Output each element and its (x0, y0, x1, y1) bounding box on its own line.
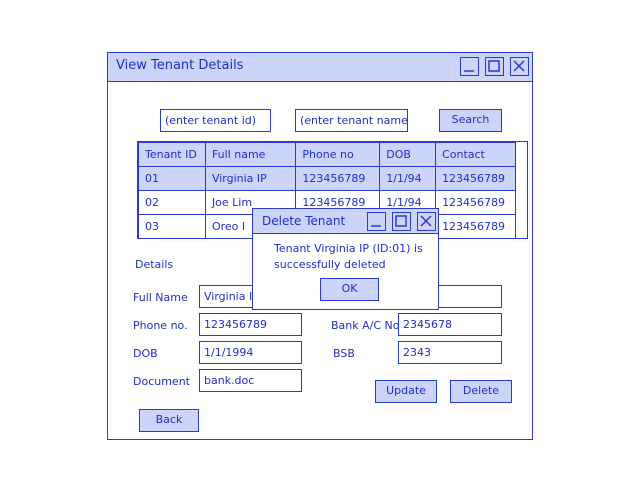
full-name-label: Full Name (133, 291, 188, 304)
table-cell: 1/1/94 (379, 166, 437, 191)
dialog-title: Delete Tenant (262, 214, 346, 228)
back-button[interactable]: Back (139, 409, 199, 432)
bank-account-field[interactable]: 2345678 (398, 313, 502, 336)
dialog-message-line: successfully deleted (274, 258, 386, 271)
column-header[interactable]: Contact (435, 142, 516, 167)
table-cell: 123456789 (435, 166, 516, 191)
document-label: Document (133, 375, 190, 388)
bank-account-label: Bank A/C No (331, 319, 400, 332)
bsb-field[interactable]: 2343 (398, 341, 502, 364)
bsb-label: BSB (333, 347, 355, 360)
tenant-name-input[interactable]: (enter tenant name) (295, 109, 408, 132)
table-cell: 01 (138, 166, 206, 191)
table-cell: 03 (138, 214, 206, 238)
table-cell: 123456789 (295, 166, 381, 191)
minimize-icon[interactable] (367, 212, 386, 231)
table-header-row: Tenant ID Full name Phone no DOB Contact (138, 142, 516, 167)
dialog-message: Tenant Virginia IP (ID:01) is successful… (274, 241, 434, 273)
close-icon[interactable] (417, 212, 436, 231)
minimize-icon[interactable] (460, 57, 479, 76)
table-cell: 02 (138, 190, 206, 215)
ok-button[interactable]: OK (320, 278, 379, 301)
table-cell: 123456789 (435, 190, 516, 215)
table-cell: 123456789 (435, 214, 516, 238)
dob-field[interactable]: 1/1/1994 (199, 341, 302, 364)
table-row[interactable]: 01 Virginia IP 123456789 1/1/94 12345678… (138, 166, 516, 191)
delete-button[interactable]: Delete (450, 380, 512, 403)
phone-label: Phone no. (133, 319, 188, 332)
dob-label: DOB (133, 347, 158, 360)
table-row[interactable]: 02 Joe Lim 123456789 1/1/94 123456789 (138, 190, 516, 215)
column-header[interactable]: Phone no (295, 142, 381, 167)
column-header[interactable]: Full name (204, 142, 297, 167)
table-cell: Virginia IP (204, 166, 297, 191)
document-field[interactable]: bank.doc (199, 369, 302, 392)
search-button[interactable]: Search (439, 109, 502, 132)
close-icon[interactable] (510, 57, 529, 76)
column-header[interactable]: Tenant ID (138, 142, 206, 167)
phone-field[interactable]: 123456789 (199, 313, 302, 336)
update-button[interactable]: Update (375, 380, 437, 403)
maximize-icon[interactable] (392, 212, 411, 231)
column-header[interactable]: DOB (379, 142, 437, 167)
tenant-id-input[interactable]: (enter tenant id) (160, 109, 271, 132)
maximize-icon[interactable] (485, 57, 504, 76)
dialog-message-line: Tenant Virginia IP (ID:01) is (274, 242, 423, 255)
window-title: View Tenant Details (116, 58, 244, 73)
details-section-label: Details (135, 258, 174, 271)
